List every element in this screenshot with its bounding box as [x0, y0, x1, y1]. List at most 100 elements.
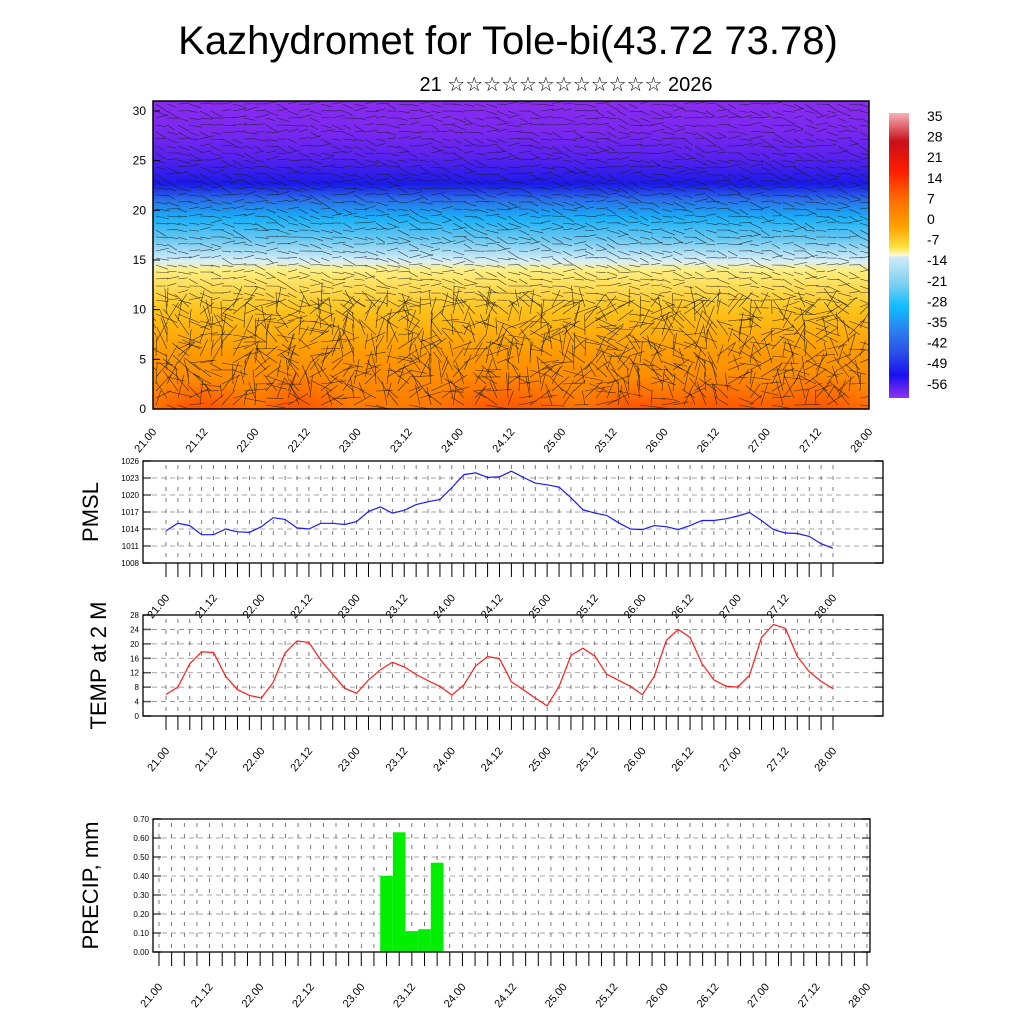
- y-tick-label: 10: [133, 303, 147, 317]
- colorbar-label: -14: [927, 252, 947, 268]
- x-tick-label: 24.00: [439, 426, 466, 455]
- colorbar-label: -28: [927, 293, 947, 309]
- x-tick-label: 21.12: [189, 981, 216, 1010]
- precip-bar: [406, 931, 419, 952]
- y-tick-label: 5: [139, 352, 146, 366]
- x-tick-label: 26.00: [622, 592, 649, 621]
- y-tick-label: 0.40: [133, 872, 149, 881]
- colorbar-label: 35: [927, 108, 943, 124]
- y-tick-label: 12: [130, 669, 139, 678]
- colorbar-label: 21: [927, 149, 943, 165]
- x-tick-label: 24.00: [431, 592, 458, 621]
- y-tick-label: 0.70: [133, 815, 149, 824]
- y-tick-label: 1020: [121, 491, 139, 500]
- y-tick-label: 1017: [121, 508, 139, 517]
- x-tick-label: 26.12: [669, 592, 696, 621]
- y-tick-label: 0.00: [133, 948, 149, 957]
- x-tick-label: 21.00: [145, 745, 172, 774]
- x-tick-label: 27.12: [765, 592, 792, 621]
- x-tick-label: 23.00: [341, 981, 368, 1010]
- colorbar-label: -7: [927, 232, 940, 248]
- x-tick-label: 24.00: [431, 745, 458, 774]
- y-tick-label: 0.30: [133, 891, 149, 900]
- x-tick-label: 25.00: [527, 745, 554, 774]
- x-tick-label: 27.00: [717, 592, 744, 621]
- x-tick-label: 21.00: [138, 981, 165, 1010]
- x-tick-label: 27.12: [796, 981, 823, 1010]
- y-tick-label: 30: [133, 104, 147, 118]
- x-tick-label: 24.12: [490, 426, 517, 455]
- x-tick-label: 27.12: [765, 745, 792, 774]
- x-tick-label: 23.12: [391, 981, 418, 1010]
- x-tick-label: 28.00: [812, 592, 839, 621]
- x-tick-label: 22.00: [235, 426, 262, 455]
- colorbar-label: 14: [927, 170, 943, 186]
- precipitation-chart: 0.00 0.10 0.20 0.30 0.40 0.50 0.60 0.70 PRECIP, …: [78, 815, 873, 1010]
- y-tick-label: 25: [133, 154, 147, 168]
- chart-subtitle: 21 ☆☆☆☆☆☆☆☆☆☆☆☆ 2026: [419, 74, 712, 96]
- x-tick-label: 26.00: [622, 745, 649, 774]
- y-tick-label: 0.10: [133, 929, 149, 938]
- x-tick-label: 27.12: [797, 426, 824, 455]
- x-tick-label: 22.12: [290, 981, 317, 1010]
- y-tick-label: 0.50: [133, 853, 149, 862]
- x-tick-label: 22.00: [241, 745, 268, 774]
- x-tick-label: 26.12: [695, 981, 722, 1010]
- colorbar-label: -21: [927, 273, 947, 289]
- x-tick-label: 23.12: [388, 426, 415, 455]
- colorbar-label: -42: [927, 335, 947, 351]
- x-tick-label: 25.00: [542, 426, 569, 455]
- x-tick-label: 28.00: [846, 981, 873, 1010]
- y-tick-label: 1008: [121, 559, 139, 568]
- x-tick-label: 25.00: [527, 592, 554, 621]
- x-tick-label: 27.00: [746, 426, 773, 455]
- colorbar-label: 0: [927, 211, 935, 227]
- colorbar-scale: [889, 113, 909, 398]
- x-tick-label: 23.12: [384, 592, 411, 621]
- y-tick-label: 16: [130, 654, 139, 663]
- colorbar-label: 28: [927, 129, 943, 145]
- y-tick-label: 0: [135, 712, 140, 721]
- colorbar-label: -49: [927, 355, 947, 371]
- x-tick-label: 28.00: [812, 745, 839, 774]
- y-tick-label: 0.20: [133, 910, 149, 919]
- x-tick-label: 21.00: [132, 426, 159, 455]
- y-axis-label: PRECIP, mm: [78, 822, 103, 950]
- x-tick-label: 22.12: [288, 745, 315, 774]
- y-axis-label: TEMP at 2 M: [86, 602, 111, 730]
- y-tick-label: 15: [133, 253, 147, 267]
- x-tick-label: 24.00: [442, 981, 469, 1010]
- x-tick-label: 26.00: [644, 426, 671, 455]
- colorbar-label: -35: [927, 314, 947, 330]
- x-tick-label: 24.12: [492, 981, 519, 1010]
- colorbar-label: 7: [927, 190, 935, 206]
- colorbar: 35 28 21 14 7 0 -7 -14 -21 -28 -35 -42 -49 -56: [889, 108, 947, 398]
- x-tick-label: 22.00: [240, 981, 267, 1010]
- y-tick-label: 20: [130, 640, 139, 649]
- x-tick-label: 21.12: [193, 745, 220, 774]
- x-tick-label: 26.00: [644, 981, 671, 1010]
- y-tick-label: 1023: [121, 474, 139, 483]
- y-tick-label: 0.60: [133, 834, 149, 843]
- precip-bar: [380, 876, 393, 952]
- y-tick-label: 4: [135, 698, 140, 707]
- x-tick-label: 24.12: [479, 745, 506, 774]
- x-tick-label: 21.12: [193, 592, 220, 621]
- x-tick-label: 22.12: [288, 592, 315, 621]
- x-tick-label: 21.12: [184, 426, 211, 455]
- precip-bar: [431, 863, 444, 952]
- x-tick-label: 25.12: [593, 426, 620, 455]
- x-tick-label: 25.12: [574, 592, 601, 621]
- x-tick-label: 21.00: [145, 592, 172, 621]
- x-tick-label: 28.00: [848, 426, 875, 455]
- x-tick-label: 26.12: [695, 426, 722, 455]
- precip-bar: [393, 832, 406, 952]
- y-tick-label: 1014: [121, 525, 139, 534]
- x-tick-label: 25.12: [574, 745, 601, 774]
- x-tick-label: 22.12: [286, 426, 313, 455]
- x-tick-label: 25.12: [594, 981, 621, 1010]
- colorbar-label: -56: [927, 376, 947, 392]
